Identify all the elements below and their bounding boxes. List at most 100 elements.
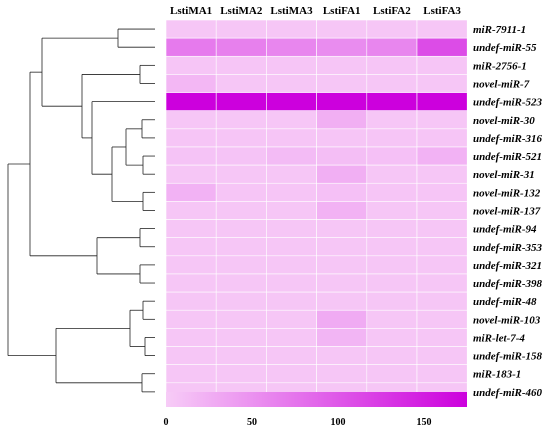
colorbar <box>166 392 467 407</box>
heatmap-cell <box>316 346 368 365</box>
heatmap-cell <box>266 182 317 202</box>
heatmap-cell <box>266 92 317 111</box>
heatmap-cell <box>165 182 217 202</box>
heatmap-cell <box>316 92 368 111</box>
heatmap-cell <box>165 37 217 57</box>
heatmap-cell <box>165 273 217 293</box>
heatmap-cell <box>215 19 267 39</box>
heatmap-cell <box>165 110 217 130</box>
heatmap-cell <box>266 273 317 293</box>
heatmap-cell <box>366 346 418 365</box>
heatmap-cell <box>165 309 217 329</box>
heatmap-cell <box>416 19 468 39</box>
column-label: LstiFA3 <box>423 5 461 17</box>
heatmap-cell <box>266 364 317 384</box>
colorbar-tick-label: 50 <box>247 417 257 428</box>
heatmap-cell <box>366 255 418 275</box>
heatmap-cell <box>165 346 217 365</box>
row-label: undef-miR-321 <box>473 260 542 272</box>
column-label: LstiMA2 <box>220 5 263 17</box>
heatmap-cell <box>366 309 418 329</box>
heatmap-cell <box>215 346 267 365</box>
row-label: undef-miR-460 <box>473 387 543 399</box>
heatmap-cell <box>316 291 368 311</box>
heatmap-cell <box>165 146 217 166</box>
heatmap-cell <box>266 309 317 329</box>
heatmap-cell <box>215 291 267 311</box>
heatmap-cell <box>416 55 468 75</box>
row-label: miR-183-1 <box>473 369 521 381</box>
heatmap-cell <box>266 55 317 75</box>
heatmap-cell <box>215 110 267 130</box>
heatmap-cell <box>316 182 368 202</box>
heatmap-cell <box>215 55 267 75</box>
heatmap-cell <box>366 74 418 93</box>
heatmap-cell <box>316 219 368 238</box>
heatmap-cell <box>215 309 267 329</box>
heatmap-cell <box>316 55 368 75</box>
heatmap-cell <box>266 19 317 39</box>
heatmap-cell <box>266 164 317 184</box>
row-label: novel-miR-132 <box>473 187 541 199</box>
heatmap-cell <box>165 55 217 75</box>
heatmap-cell <box>416 182 468 202</box>
heatmap-cell <box>266 74 317 93</box>
heatmap-cell <box>165 364 217 384</box>
heatmap-cell <box>215 273 267 293</box>
heatmap-cell <box>266 255 317 275</box>
heatmap-cell <box>215 201 267 220</box>
heatmap-cell <box>215 255 267 275</box>
row-label: undef-miR-316 <box>473 133 543 145</box>
heatmap-cell <box>266 237 317 257</box>
row-label: miR-let-7-4 <box>473 332 525 344</box>
row-label: undef-miR-353 <box>473 242 543 254</box>
colorbar-tick-label: 0 <box>164 417 169 428</box>
heatmap-cell <box>416 328 468 347</box>
row-labels: miR-7911-1 undef-miR-55 miR-2756-1 novel-mi… <box>473 24 543 399</box>
heatmap-cell <box>416 346 468 365</box>
heatmap-cell <box>416 110 468 130</box>
row-label: undef-miR-523 <box>473 97 543 109</box>
heatmap-cell <box>316 128 368 148</box>
heatmap-cell <box>165 19 217 39</box>
heatmap-cell <box>366 273 418 293</box>
heatmap-cell <box>215 364 267 384</box>
heatmap-cell <box>416 291 468 311</box>
heatmap-cell <box>416 146 468 166</box>
heatmap-cell <box>416 309 468 329</box>
heatmap-cell <box>316 237 368 257</box>
heatmap-cell <box>366 328 418 347</box>
row-label: novel-miR-30 <box>473 115 535 127</box>
heatmap-cell <box>366 55 418 75</box>
heatmap-cell <box>266 146 317 166</box>
heatmap-cell <box>266 346 317 365</box>
heatmap-cell <box>416 37 468 57</box>
heatmap-cell <box>366 19 418 39</box>
heatmap-cell <box>366 37 418 57</box>
heatmap-cell <box>215 164 267 184</box>
heatmap-cell <box>215 37 267 57</box>
heatmap-cell <box>215 74 267 93</box>
heatmap-cell <box>316 37 368 57</box>
heatmap-cell <box>266 128 317 148</box>
heatmap-cell <box>266 328 317 347</box>
heatmap-cell <box>316 309 368 329</box>
heatmap-cell <box>316 146 368 166</box>
heatmap-cell <box>266 37 317 57</box>
row-label: novel-miR-31 <box>473 169 535 181</box>
heatmap-cell <box>416 219 468 238</box>
heatmap-cell <box>366 219 418 238</box>
row-label: undef-miR-48 <box>473 296 537 308</box>
heatmap-cell <box>165 128 217 148</box>
heatmap-cell <box>215 328 267 347</box>
heatmap-cell <box>416 201 468 220</box>
heatmap-cell <box>215 146 267 166</box>
row-label: novel-miR-7 <box>473 78 530 90</box>
heatmap-cell <box>316 74 368 93</box>
row-label: undef-miR-94 <box>473 224 537 236</box>
heatmap-cell <box>366 128 418 148</box>
heatmap-cell <box>366 237 418 257</box>
row-label: undef-miR-521 <box>473 151 542 163</box>
